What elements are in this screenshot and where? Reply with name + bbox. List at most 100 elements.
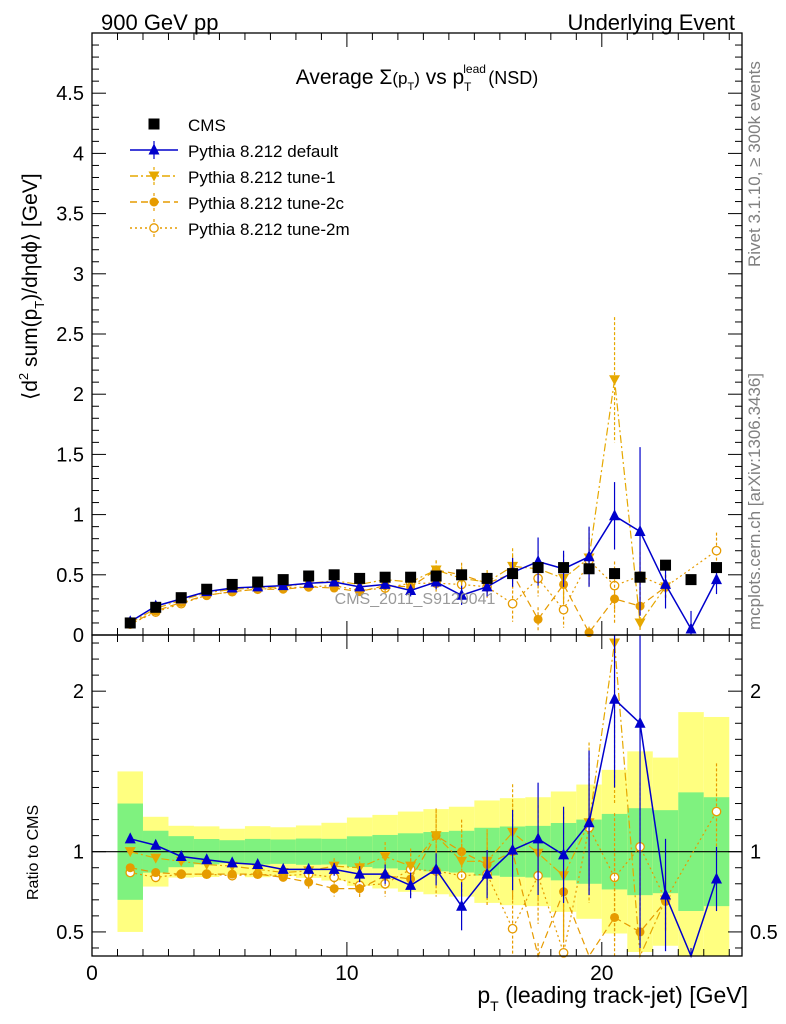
upper-ticks: 0 0.5 1 1.5 2 2.5 3 3.5 4 4.5	[56, 33, 742, 647]
cms-data-point	[456, 569, 468, 581]
pythia-8-212-tune-2c-point	[584, 628, 594, 638]
pythia-8-212-default-ratio-point	[150, 838, 162, 850]
y-tick-label: 4	[73, 143, 84, 165]
y-tick-label: 3.5	[56, 204, 84, 226]
pythia-8-212-tune-2m-ratio-point	[711, 806, 722, 817]
cms-data-point	[405, 571, 417, 583]
pythia-8-212-tune-2c-ratio-point	[125, 863, 135, 873]
cms-data-point	[354, 572, 366, 584]
y-tick-label: 2	[73, 384, 84, 406]
legend-label: Pythia 8.212 tune-1	[188, 168, 335, 187]
pythia-8-212-tune-1-point	[609, 375, 621, 386]
pythia-8-212-default-ratio-point	[328, 862, 340, 874]
pythia-8-212-default-point	[660, 577, 672, 589]
legend: CMS Pythia 8.212 default Pythia 8.212 tune…	[130, 116, 350, 239]
pythia-8-212-tune-1-ratio-point	[150, 853, 162, 864]
pythia-8-212-default-ratio-point	[303, 862, 315, 874]
cms-data-point	[430, 570, 442, 582]
y-tick-label: 4.5	[56, 83, 84, 105]
legend-label: Pythia 8.212 default	[188, 142, 339, 161]
pythia-8-212-tune-2c-ratio-point	[176, 869, 186, 879]
cms-data-point	[303, 570, 315, 582]
pythia-8-212-default-ratio-point	[609, 692, 621, 704]
pythia-8-212-default-point	[711, 573, 723, 585]
pythia-8-212-default-ratio-point	[354, 867, 366, 879]
header-left: 900 GeV pp	[101, 10, 218, 35]
legend-label: CMS	[188, 116, 226, 135]
pythia-8-212-tune-2c-ratio-line	[130, 834, 666, 958]
pythia-8-212-tune-2c-ratio-point	[355, 884, 365, 894]
cms-data-point	[328, 569, 340, 581]
pythia-8-212-default-point	[328, 575, 340, 587]
pythia-8-212-tune-2m-point	[711, 545, 722, 556]
pythia-8-212-default-ratio-point	[175, 849, 187, 861]
y-tick-label: 1.5	[56, 444, 84, 466]
pythia-8-212-default-ratio-point	[481, 867, 493, 879]
pythia-8-212-default-ratio-point	[252, 858, 264, 870]
pythia-8-212-tune-2m-line	[129, 550, 717, 625]
cms-data-point	[481, 572, 493, 584]
cms-data-point	[252, 576, 264, 588]
cms-data-point	[532, 562, 544, 574]
cms-data-point	[201, 583, 213, 595]
y-tick-label: 0.5	[56, 565, 84, 587]
cms-data-point	[277, 574, 289, 586]
pythia-8-212-tune-2m-ratio-point	[507, 923, 518, 934]
pythia-8-212-tune-1-ratio-point	[430, 831, 442, 842]
legend-marker	[148, 118, 160, 130]
y-tick-label-left: 2	[73, 681, 84, 703]
pythia-8-212-default-ratio-point	[226, 856, 238, 868]
pythia-8-212-tune-2c-line	[129, 569, 666, 634]
legend-marker	[149, 197, 159, 207]
lower-panel: 0 10 20 0.5 0.5 1 1 2 2	[56, 634, 778, 985]
y-tick-label: 3	[73, 264, 84, 286]
pythia-8-212-default-ratio-point	[507, 843, 519, 855]
pythia-8-212-default-ratio-point	[430, 862, 442, 874]
pythia-8-212-tune-1-point	[634, 618, 646, 629]
pythia-8-212-tune-1-line	[129, 379, 667, 625]
pythia-8-212-tune-1-point	[430, 565, 442, 576]
pythia-8-212-default-point	[303, 576, 315, 588]
pythia-8-212-tune-2c-ratio-point	[202, 869, 212, 879]
cms-data-point	[609, 568, 621, 580]
pythia-8-212-tune-2c-ratio-point	[151, 868, 161, 878]
cms-data-point	[150, 601, 162, 613]
x-tick-label: 10	[335, 962, 358, 985]
pythia-8-212-tune-1-ratio-point	[124, 847, 136, 858]
legend-label: Pythia 8.212 tune-2m	[188, 220, 350, 239]
pythia-8-212-default-point	[685, 622, 697, 634]
pythia-8-212-default-line	[129, 514, 718, 631]
pythia-8-212-tune-2c-ratio-point	[329, 884, 339, 894]
pythia-8-212-default-point	[354, 580, 366, 592]
cms-data-point	[226, 578, 238, 590]
pythia-8-212-tune-1-ratio-point	[379, 851, 391, 862]
y-tick-label-right: 2	[750, 681, 761, 703]
lower-ticks: 0 10 20 0.5 0.5 1 1 2 2	[56, 635, 778, 985]
mcplots-label: mcplots.cern.ch [arXiv:1306.3436]	[745, 373, 764, 630]
x-axis-label: pT (leading track-jet) [GeV]	[477, 982, 748, 1014]
cms-data-point	[175, 592, 187, 604]
cms-data-point	[558, 562, 570, 574]
pythia-8-212-tune-1-ratio-point	[456, 856, 468, 867]
pythia-8-212-default-ratio-point	[558, 848, 570, 860]
lower-data-marks	[92, 635, 742, 959]
y-tick-label-left: 0.5	[56, 922, 84, 944]
legend-label: Pythia 8.212 tune-2c	[188, 194, 344, 213]
legend-marker	[148, 171, 160, 182]
lower-frame	[91, 634, 743, 957]
pythia-8-212-tune-1-ratio-line	[130, 642, 667, 959]
y-tick-label: 2.5	[56, 324, 84, 346]
cms-data-point	[583, 563, 595, 575]
pythia-8-212-default-ratio-point	[124, 832, 136, 844]
y-tick-label-right: 1	[750, 842, 761, 864]
pythia-8-212-default-ratio-point	[201, 853, 213, 865]
cms-data-point	[634, 571, 646, 583]
pythia-8-212-default-ratio-point	[660, 888, 672, 900]
y-tick-label-right: 0.5	[750, 922, 778, 944]
pythia-8-212-tune-2c-point	[610, 594, 620, 604]
pythia-8-212-default-ratio-point	[456, 899, 468, 911]
pythia-8-212-default-ratio-point	[405, 878, 417, 890]
pythia-8-212-tune-2c-ratio-point	[227, 869, 237, 879]
upper-data-marks	[124, 317, 723, 638]
header-right: Underlying Event	[567, 10, 735, 35]
